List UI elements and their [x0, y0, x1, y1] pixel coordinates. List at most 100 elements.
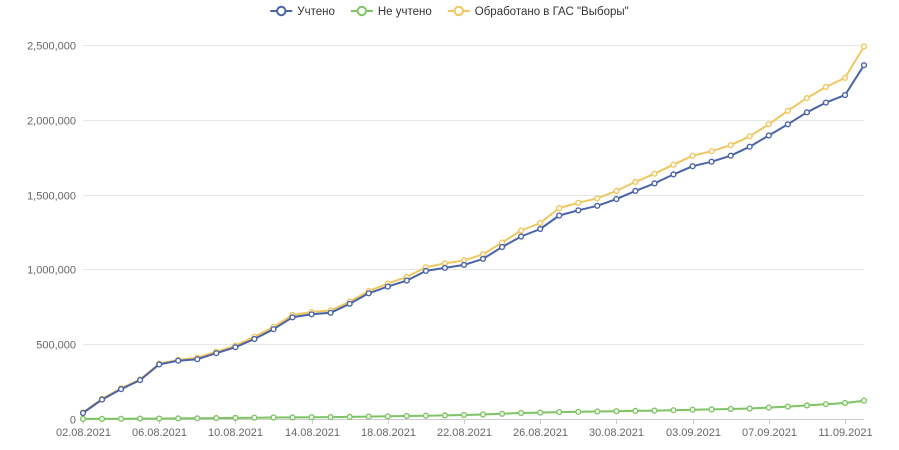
data-point[interactable]	[860, 43, 868, 50]
data-point[interactable]	[822, 83, 830, 91]
data-point[interactable]	[517, 409, 525, 417]
data-point[interactable]	[803, 94, 811, 102]
data-point[interactable]	[499, 410, 506, 417]
data-point[interactable]	[556, 409, 563, 416]
data-point[interactable]	[708, 158, 715, 165]
data-point[interactable]	[479, 255, 487, 263]
data-point[interactable]	[251, 335, 258, 343]
data-point[interactable]	[308, 311, 315, 318]
data-point[interactable]	[517, 227, 525, 234]
data-point[interactable]	[594, 202, 601, 209]
data-point[interactable]	[441, 264, 449, 272]
data-point[interactable]	[537, 219, 544, 227]
data-point[interactable]	[613, 408, 620, 415]
data-point[interactable]	[517, 233, 525, 240]
data-point[interactable]	[422, 412, 430, 419]
data-point[interactable]	[403, 412, 410, 420]
data-point[interactable]	[803, 109, 811, 116]
data-point[interactable]	[403, 277, 410, 284]
data-point[interactable]	[117, 386, 125, 393]
data-point[interactable]	[365, 413, 372, 420]
data-point[interactable]	[841, 399, 849, 407]
data-point[interactable]	[575, 199, 582, 206]
data-point[interactable]	[822, 401, 830, 408]
data-point[interactable]	[594, 195, 601, 202]
data-point[interactable]	[460, 411, 468, 419]
data-point[interactable]	[384, 413, 391, 420]
data-point[interactable]	[346, 300, 353, 307]
legend[interactable]: Учтено Не учтено Обработано в ГАС "Выборы"	[270, 5, 629, 18]
data-point[interactable]	[632, 407, 639, 415]
data-point[interactable]	[784, 403, 791, 410]
data-point[interactable]	[365, 290, 372, 297]
data-point[interactable]	[79, 409, 87, 417]
data-point[interactable]	[289, 414, 296, 421]
data-point[interactable]	[156, 361, 163, 368]
data-point[interactable]	[98, 396, 106, 403]
data-point[interactable]	[346, 413, 353, 421]
data-point[interactable]	[746, 143, 753, 150]
data-point[interactable]	[499, 243, 506, 251]
data-point[interactable]	[194, 415, 201, 422]
data-point[interactable]	[137, 377, 144, 384]
data-point[interactable]	[79, 415, 87, 423]
data-point[interactable]	[137, 415, 144, 422]
data-point[interactable]	[441, 412, 449, 419]
data-point[interactable]	[670, 161, 677, 168]
data-point[interactable]	[175, 415, 182, 422]
legend-item[interactable]: Учтено	[270, 5, 335, 18]
data-point[interactable]	[308, 414, 315, 421]
data-point[interactable]	[765, 132, 772, 139]
data-point[interactable]	[746, 133, 753, 140]
data-point[interactable]	[556, 212, 563, 219]
data-point[interactable]	[860, 62, 868, 69]
data-point[interactable]	[670, 407, 677, 414]
data-point[interactable]	[270, 414, 277, 421]
data-point[interactable]	[708, 406, 715, 413]
data-point[interactable]	[594, 408, 601, 415]
data-point[interactable]	[156, 415, 163, 422]
data-point[interactable]	[613, 196, 620, 203]
data-point[interactable]	[575, 408, 582, 415]
data-point[interactable]	[327, 414, 334, 421]
data-point[interactable]	[822, 99, 830, 106]
data-point[interactable]	[727, 152, 734, 159]
data-point[interactable]	[575, 207, 582, 214]
data-point[interactable]	[613, 187, 620, 195]
data-point[interactable]	[708, 148, 715, 155]
data-point[interactable]	[689, 406, 696, 413]
data-point[interactable]	[765, 121, 772, 128]
data-point[interactable]	[175, 357, 182, 364]
data-point[interactable]	[270, 326, 277, 333]
data-point[interactable]	[460, 261, 468, 269]
data-point[interactable]	[479, 411, 487, 418]
data-point[interactable]	[232, 344, 239, 351]
data-point[interactable]	[289, 314, 296, 321]
data-point[interactable]	[556, 205, 563, 212]
data-point[interactable]	[537, 225, 544, 233]
data-point[interactable]	[727, 405, 734, 413]
data-point[interactable]	[117, 415, 125, 422]
data-point[interactable]	[537, 409, 544, 416]
data-point[interactable]	[632, 178, 639, 186]
data-point[interactable]	[784, 107, 791, 114]
data-point[interactable]	[651, 170, 658, 177]
data-point[interactable]	[860, 397, 868, 404]
data-point[interactable]	[327, 309, 334, 316]
data-point[interactable]	[746, 405, 753, 412]
data-point[interactable]	[422, 267, 430, 275]
data-point[interactable]	[213, 415, 220, 422]
data-point[interactable]	[384, 283, 391, 290]
legend-item[interactable]: Не учтено	[350, 5, 432, 18]
data-point[interactable]	[651, 180, 658, 187]
data-point[interactable]	[232, 414, 239, 422]
data-point[interactable]	[841, 74, 849, 82]
data-point[interactable]	[251, 414, 258, 421]
data-point[interactable]	[841, 91, 849, 99]
data-point[interactable]	[784, 121, 791, 128]
data-point[interactable]	[194, 356, 201, 363]
data-point[interactable]	[632, 187, 639, 195]
data-point[interactable]	[765, 404, 772, 411]
data-point[interactable]	[670, 171, 677, 178]
data-point[interactable]	[803, 402, 811, 409]
